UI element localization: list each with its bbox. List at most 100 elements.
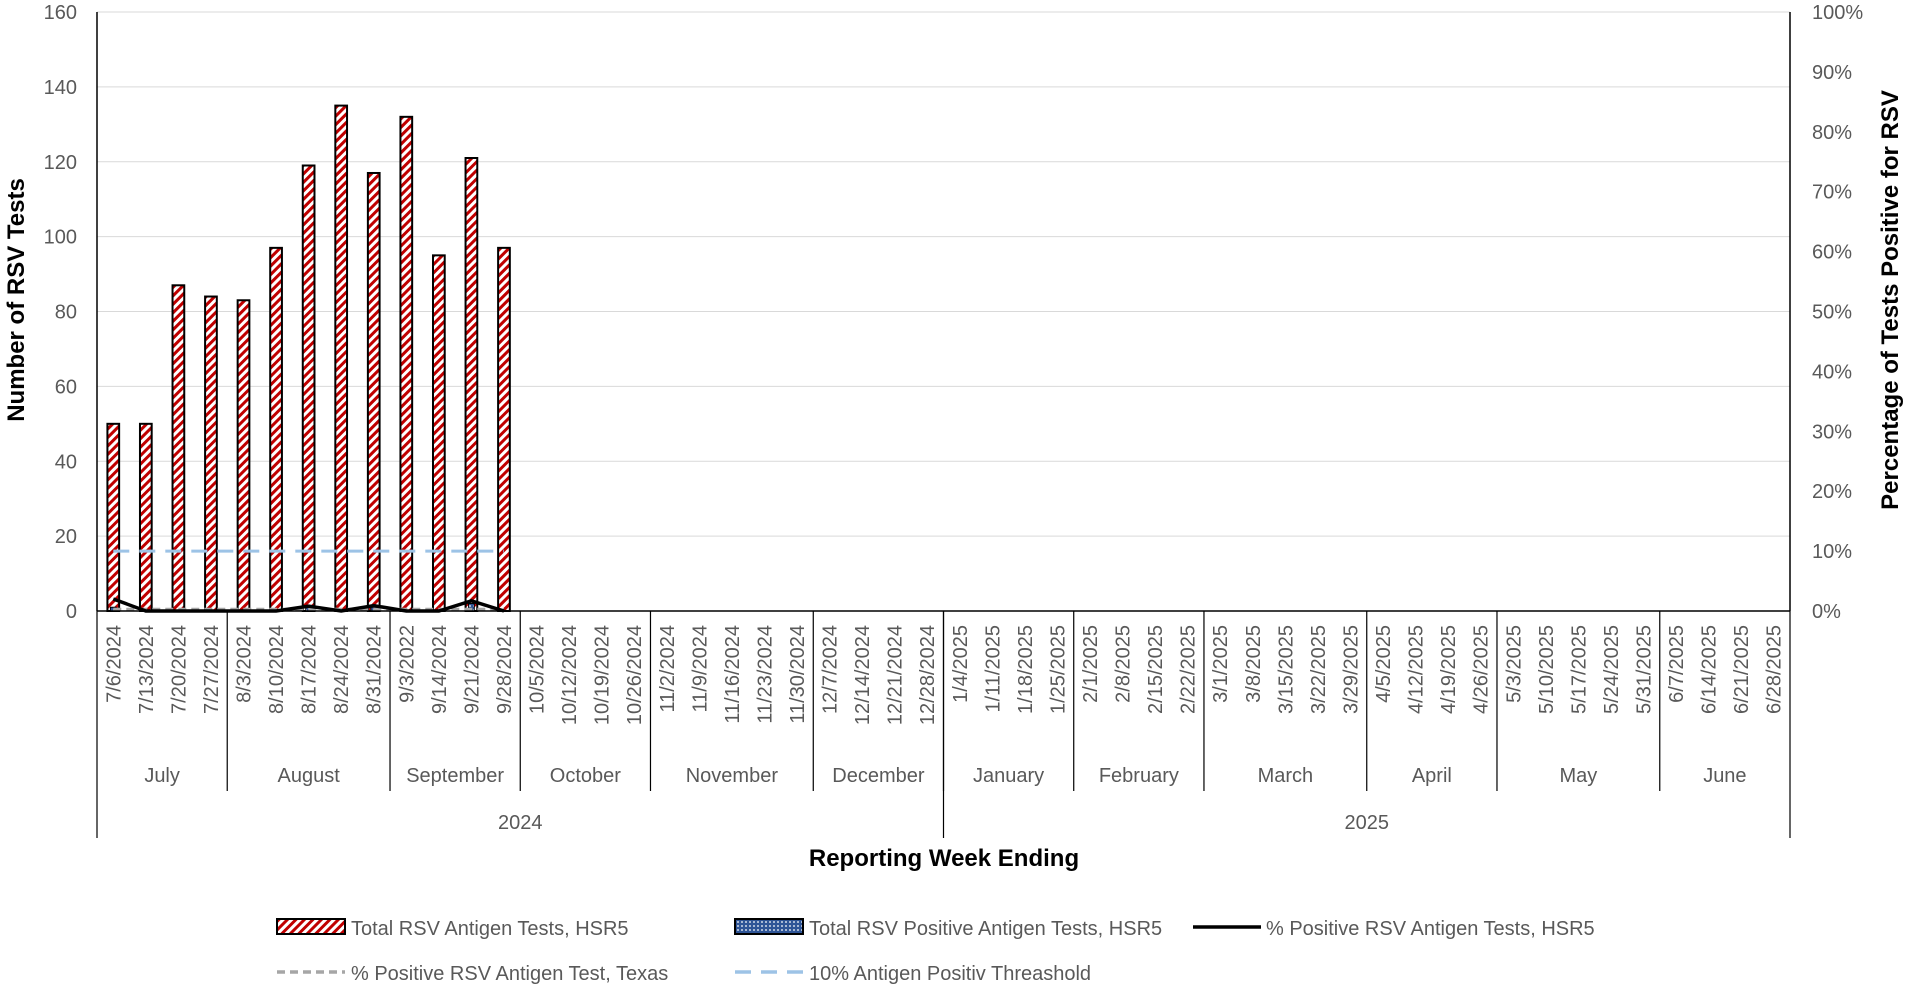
- y-right-tick-label: 60%: [1812, 242, 1852, 264]
- x-tick-label: 9/3/2022: [396, 625, 418, 703]
- x-tick-label: 12/14/2024: [852, 625, 874, 725]
- x-axis-title: Reporting Week Ending: [809, 845, 1079, 872]
- bar-total-tests: [497, 246, 511, 612]
- x-tick-label: 8/3/2024: [234, 625, 256, 703]
- y-right-tick-label: 70%: [1812, 182, 1852, 204]
- x-tick-label: 12/7/2024: [820, 625, 842, 714]
- x-tick-label: 3/1/2025: [1210, 625, 1232, 703]
- x-tick-label: 3/8/2025: [1243, 625, 1265, 703]
- legend-item-pct-texas: % Positive RSV Antigen Test, Texas: [277, 963, 668, 985]
- x-tick-label: 10/19/2024: [592, 625, 614, 725]
- y-right-tick-label: 40%: [1812, 361, 1852, 383]
- y-left-axis-title: Number of RSV Tests: [3, 178, 30, 422]
- x-tick-label: 5/17/2025: [1568, 625, 1590, 714]
- y-left-tick-label: 40: [55, 451, 77, 473]
- legend-swatch-total-tests: [276, 918, 346, 935]
- x-tick-label: 3/22/2025: [1308, 625, 1330, 714]
- bar-total-tests: [301, 164, 316, 612]
- x-tick-label: 4/12/2025: [1406, 625, 1428, 714]
- right-axis-ticks: 0% 10% 20% 30% 40% 50% 60% 70% 80% 90% 100%: [1812, 2, 1863, 623]
- y-right-axis-title: Percentage of Tests Positive for RSV: [1877, 90, 1904, 510]
- y-left-tick-label: 80: [55, 302, 77, 324]
- x-tick-label: 8/31/2024: [364, 625, 386, 714]
- x-tick-label: 8/24/2024: [331, 625, 353, 714]
- x-tick-label: 10/5/2024: [527, 625, 549, 714]
- month-label: March: [1258, 765, 1314, 787]
- x-tick-label: 5/10/2025: [1536, 625, 1558, 714]
- bar-total-tests: [269, 246, 283, 612]
- y-right-tick-label: 30%: [1812, 421, 1852, 443]
- x-tick-label: 8/10/2024: [266, 625, 288, 714]
- legend-item-positive-tests: Total RSV Positive Antigen Tests, HSR5: [734, 918, 1162, 940]
- bar-total-tests: [399, 115, 414, 612]
- y-right-tick-label: 80%: [1812, 122, 1852, 144]
- gridlines: [97, 11, 1790, 537]
- x-tick-label: 6/7/2025: [1666, 625, 1688, 703]
- month-label: October: [550, 765, 621, 787]
- year-labels: 2024 2025: [498, 812, 1389, 834]
- x-tick-label: 12/28/2024: [917, 625, 939, 725]
- legend-label-pct-texas: % Positive RSV Antigen Test, Texas: [351, 963, 668, 985]
- month-label: June: [1703, 765, 1746, 787]
- x-tick-label: 5/3/2025: [1503, 625, 1525, 703]
- legend-label-total-tests: Total RSV Antigen Tests, HSR5: [351, 918, 629, 940]
- x-tick-label: 11/16/2024: [722, 625, 744, 724]
- x-tick-label: 3/29/2025: [1340, 625, 1362, 714]
- x-category-labels: 7/6/2024 7/13/2024 7/20/2024 7/27/2024 8/3/2…: [103, 625, 1785, 725]
- legend-item-threshold: 10% Antigen Positiv Threashold: [735, 963, 1091, 985]
- y-left-tick-label: 120: [44, 152, 77, 174]
- month-label: September: [406, 765, 504, 787]
- bar-total-tests: [106, 422, 121, 612]
- y-left-tick-label: 0: [66, 601, 77, 623]
- y-right-tick-label: 90%: [1812, 62, 1852, 84]
- x-tick-label: 1/25/2025: [1047, 625, 1069, 714]
- x-tick-label: 1/11/2025: [982, 625, 1004, 713]
- x-tick-label: 9/14/2024: [429, 625, 451, 714]
- y-right-tick-label: 20%: [1812, 481, 1852, 503]
- x-tick-label: 11/9/2024: [689, 625, 711, 713]
- month-label: January: [973, 765, 1044, 787]
- x-tick-label: 7/20/2024: [168, 625, 190, 714]
- x-tick-label: 8/17/2024: [299, 625, 321, 714]
- month-label: May: [1559, 765, 1597, 787]
- x-tick-label: 3/15/2025: [1275, 625, 1297, 714]
- bar-series: [106, 104, 511, 612]
- year-label: 2024: [498, 812, 543, 834]
- legend-item-pct-hsr5: % Positive RSV Antigen Tests, HSR5: [1193, 918, 1595, 940]
- x-tick-label: 10/12/2024: [559, 625, 581, 725]
- bar-total-tests: [138, 422, 153, 612]
- legend-label-threshold: 10% Antigen Positiv Threashold: [809, 963, 1091, 985]
- x-tick-label: 2/8/2025: [1113, 625, 1135, 703]
- legend-label-pct-hsr5: % Positive RSV Antigen Tests, HSR5: [1266, 918, 1595, 940]
- x-tick-label: 5/24/2025: [1601, 625, 1623, 714]
- legend-item-total-tests: Total RSV Antigen Tests, HSR5: [276, 918, 629, 940]
- legend: Total RSV Antigen Tests, HSR5 Total RSV …: [276, 918, 1595, 985]
- y-right-tick-label: 0%: [1812, 601, 1841, 623]
- x-tick-label: 4/19/2025: [1438, 625, 1460, 714]
- month-label: November: [686, 765, 779, 787]
- x-tick-label: 4/26/2025: [1471, 625, 1493, 714]
- x-tick-label: 6/21/2025: [1731, 625, 1753, 714]
- x-tick-label: 10/26/2024: [624, 625, 646, 725]
- month-label: August: [277, 765, 340, 787]
- x-tick-label: 6/14/2025: [1699, 625, 1721, 714]
- y-left-tick-label: 160: [44, 2, 77, 24]
- month-label: April: [1412, 765, 1452, 787]
- month-labels: July August September October November Decemb…: [144, 765, 1746, 787]
- x-tick-label: 5/31/2025: [1633, 625, 1655, 714]
- x-tick-label: 1/18/2025: [1015, 625, 1037, 714]
- y-left-tick-label: 100: [44, 227, 77, 249]
- x-tick-label: 9/28/2024: [494, 625, 516, 714]
- y-left-tick-label: 20: [55, 526, 77, 548]
- axes: [96, 12, 1791, 838]
- x-tick-label: 11/23/2024: [754, 625, 776, 724]
- x-tick-label: 7/13/2024: [136, 625, 158, 714]
- x-tick-label: 7/27/2024: [201, 625, 223, 714]
- x-tick-label: 4/5/2025: [1373, 625, 1395, 703]
- bar-total-tests: [366, 171, 381, 612]
- month-label: July: [144, 765, 180, 787]
- bar-total-tests: [464, 157, 479, 612]
- bar-total-tests: [236, 299, 251, 612]
